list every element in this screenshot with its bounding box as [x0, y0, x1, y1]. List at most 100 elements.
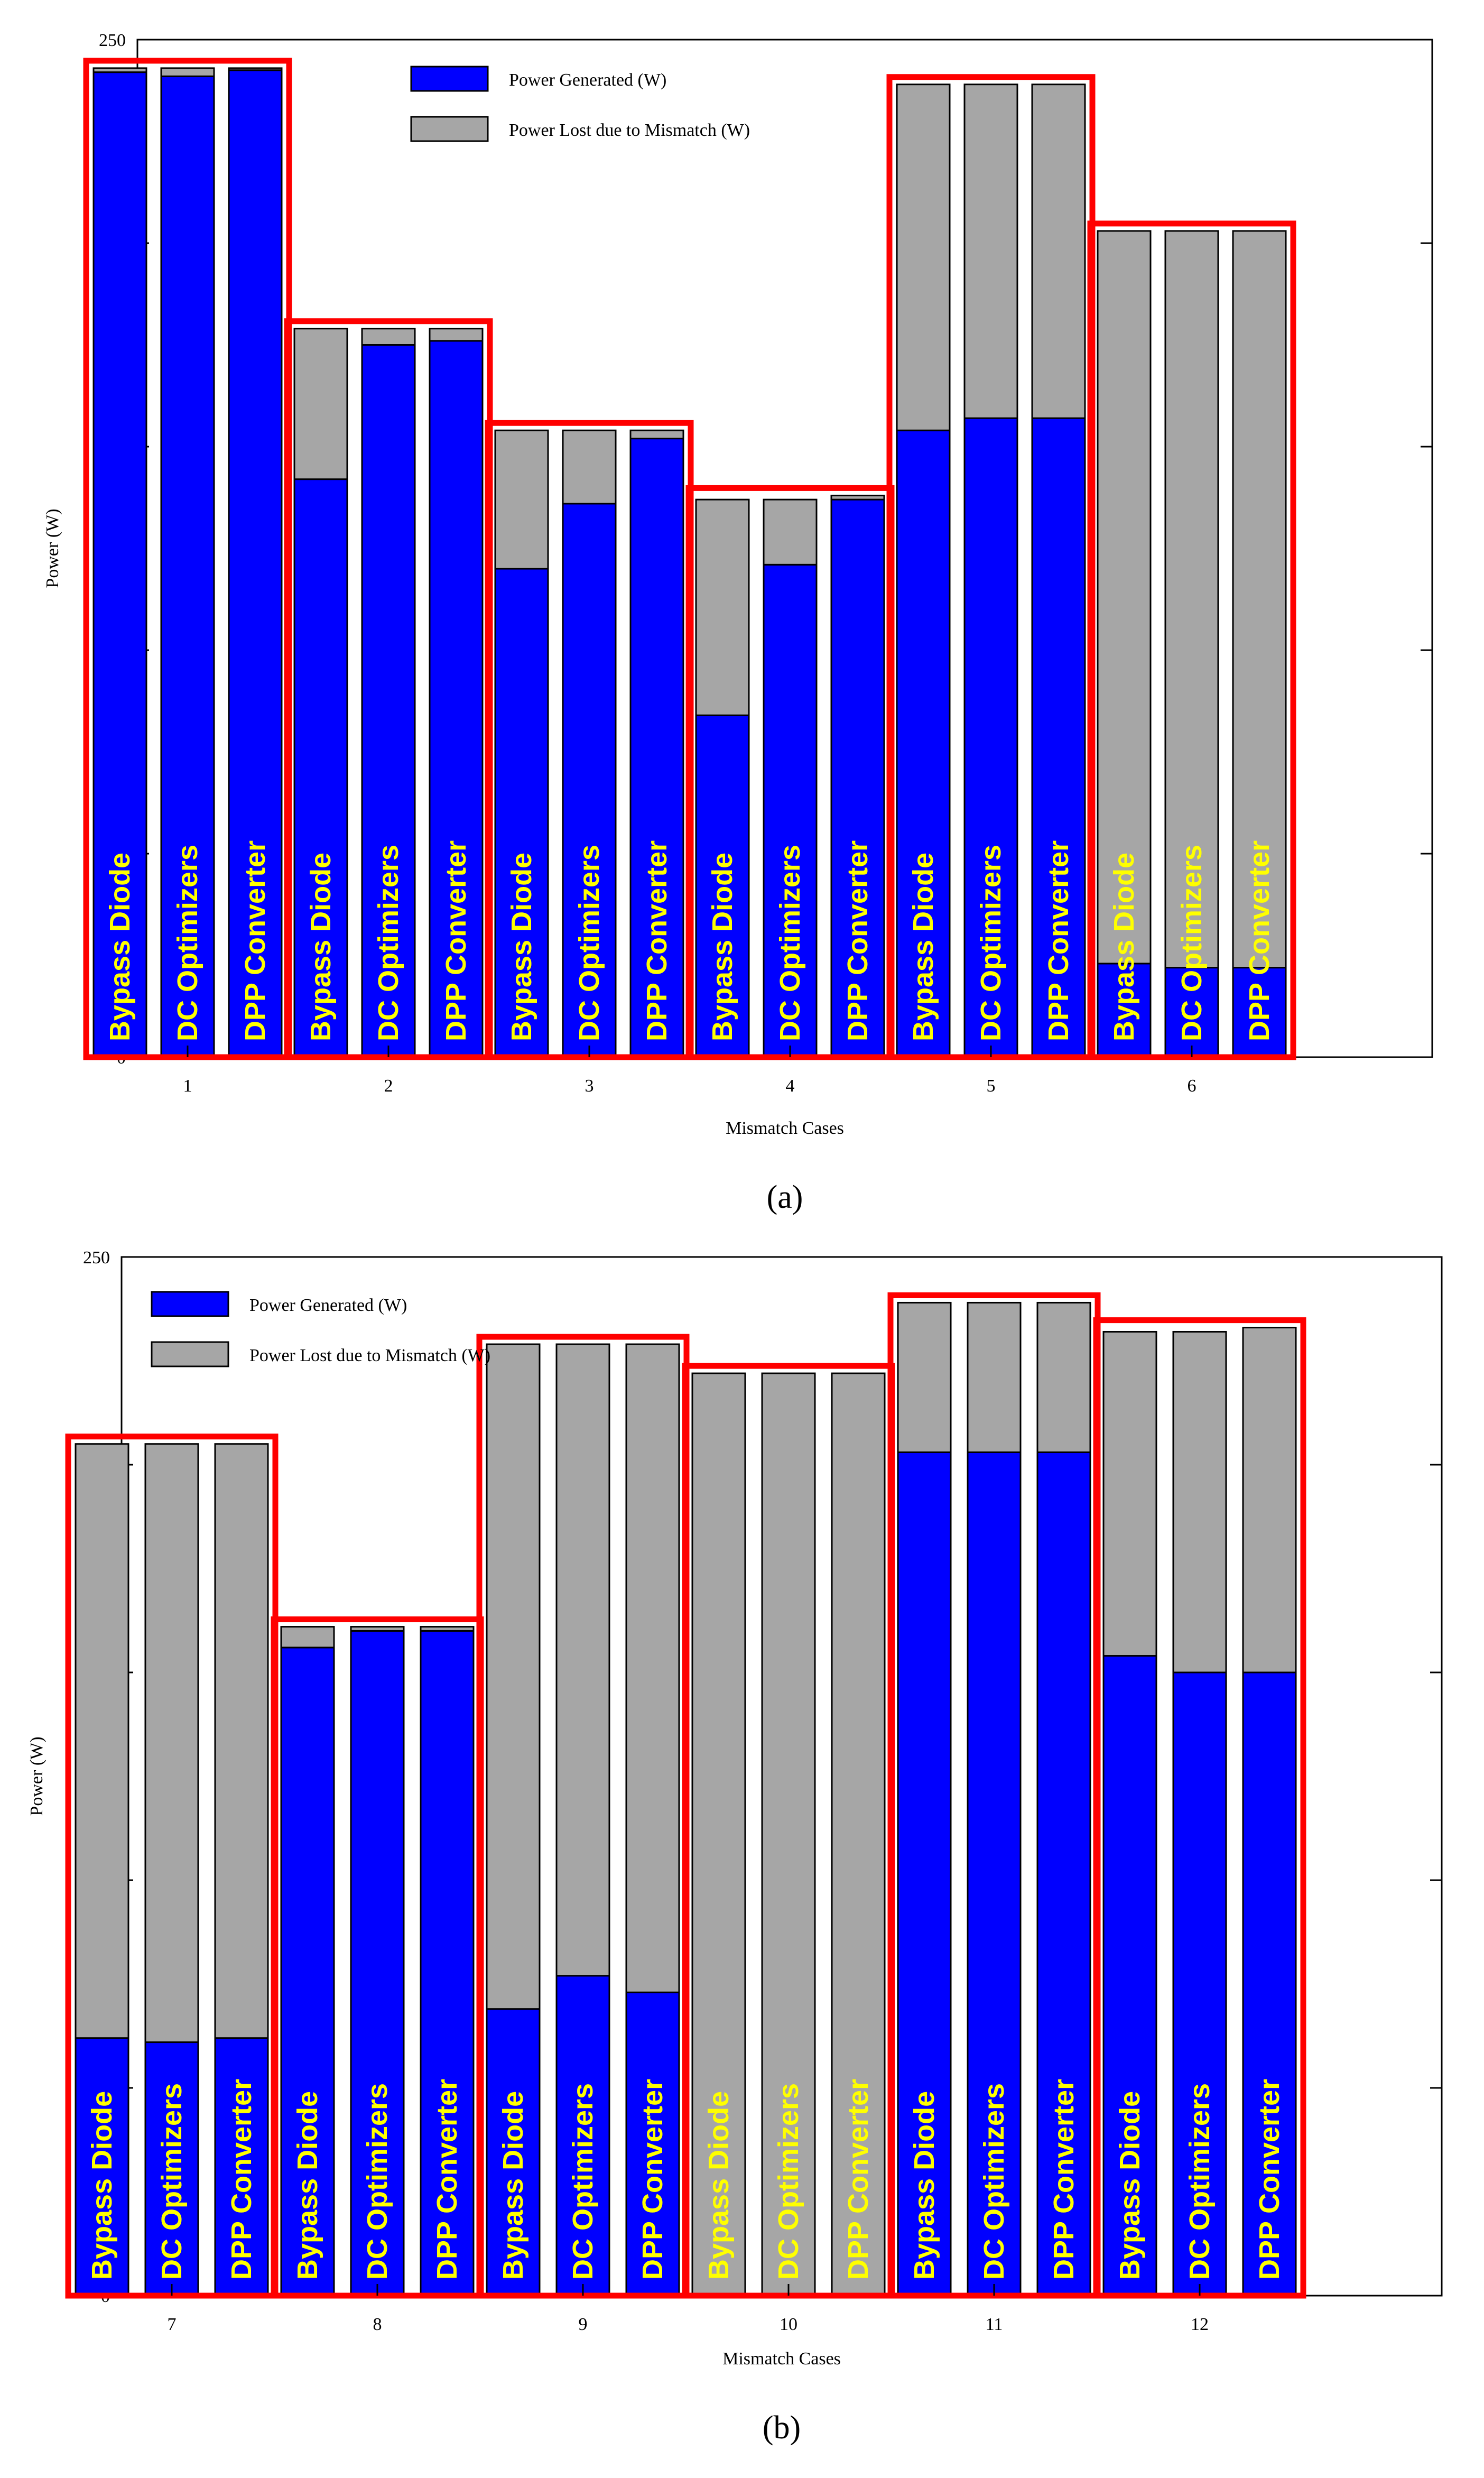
legend: Power Generated (W) Power Lost due to Mis… — [151, 1291, 490, 1367]
bar-label: DC Optimizers — [361, 2083, 393, 2280]
panel-caption: (b) — [763, 2410, 801, 2446]
bar-power-generated — [562, 503, 617, 1058]
bar-label: DPP Converter — [1043, 840, 1074, 1041]
bar-power-lost — [831, 1372, 886, 2297]
bar-power-lost — [293, 328, 348, 480]
legend-swatch-lost — [151, 1341, 229, 1367]
bar-label: DC Optimizers — [573, 845, 605, 1041]
bar-label: DPP Converter — [1254, 2079, 1285, 2280]
bar-label: DC Optimizers — [773, 2083, 804, 2280]
bar-power-lost — [75, 1443, 129, 2039]
x-tick-label: 7 — [168, 2315, 177, 2334]
bar-power-lost — [350, 1626, 405, 1632]
bar-power-lost — [897, 1301, 952, 1453]
bar-power-generated — [280, 1647, 335, 2297]
bar-power-lost — [1172, 1330, 1227, 1673]
bar-power-lost — [361, 328, 416, 346]
bar-label: Bypass Diode — [703, 2091, 735, 2280]
bar-label: Bypass Diode — [86, 2091, 118, 2280]
bar-power-lost — [1102, 1330, 1157, 1657]
bar-power-generated — [1031, 417, 1086, 1058]
bar-power-lost — [629, 429, 684, 440]
bar-power-generated — [555, 1975, 610, 2297]
bar-label: DC Optimizers — [567, 2083, 599, 2280]
x-tick-label: 12 — [1191, 2315, 1209, 2334]
bar-power-generated — [1102, 1655, 1157, 2297]
x-tick-label: 2 — [384, 1076, 393, 1096]
x-tick-label: 6 — [1188, 1076, 1197, 1096]
legend-swatch-generated — [410, 66, 489, 92]
bar-label: DC Optimizers — [172, 845, 203, 1041]
legend-label: Power Generated (W) — [249, 1296, 407, 1315]
x-tick-label: 10 — [780, 2315, 797, 2334]
bar-power-generated — [963, 417, 1018, 1058]
bar-label: DC Optimizers — [373, 845, 404, 1041]
x-tick-label: 3 — [585, 1076, 594, 1096]
bar-power-generated — [228, 69, 283, 1058]
bar-label: DPP Converter — [842, 840, 874, 1041]
bar-power-lost — [1164, 230, 1219, 969]
bar-power-generated — [92, 71, 147, 1058]
bar-label: Bypass Diode — [506, 853, 537, 1041]
bar-label: DC Optimizers — [978, 2083, 1010, 2280]
bar-power-lost — [214, 1443, 269, 2039]
bar-power-lost — [562, 429, 617, 505]
bar-label: DPP Converter — [440, 840, 472, 1041]
bar-label: DPP Converter — [641, 840, 673, 1041]
bar-label: Bypass Diode — [104, 853, 136, 1041]
x-axis-label: Mismatch Cases — [722, 2349, 841, 2369]
bar-power-generated — [494, 568, 549, 1058]
legend-label: Power Generated (W) — [509, 70, 666, 90]
bar-power-lost — [830, 494, 885, 501]
bar-power-generated — [420, 1630, 475, 2297]
bar-label: Bypass Diode — [1108, 853, 1140, 1041]
bar-label: DPP Converter — [637, 2079, 669, 2280]
bar-power-generated — [429, 340, 484, 1058]
bar-power-generated — [1232, 967, 1287, 1058]
bar-power-lost — [625, 1343, 680, 1993]
bar-label: Bypass Diode — [305, 853, 337, 1041]
bar-power-lost — [144, 1443, 199, 2044]
bar-label: Bypass Diode — [497, 2091, 529, 2280]
bar-label: DPP Converter — [1244, 840, 1275, 1041]
bar-power-lost — [1097, 230, 1152, 965]
bar-power-lost — [1036, 1301, 1091, 1453]
bar-power-generated — [350, 1630, 405, 2297]
bar-label: DPP Converter — [226, 2079, 257, 2280]
bar-label: DC Optimizers — [156, 2083, 188, 2280]
bar-power-lost — [967, 1301, 1022, 1453]
bar-label: DC Optimizers — [1184, 2083, 1216, 2280]
bar-label: Bypass Diode — [707, 853, 738, 1041]
bar-power-lost — [763, 498, 818, 566]
bar-power-lost — [555, 1343, 610, 1977]
y-axis-label: Power (W) — [27, 1736, 47, 1816]
bar-label: Bypass Diode — [292, 2091, 323, 2280]
bar-power-lost — [429, 328, 484, 342]
bar-power-lost — [1031, 84, 1086, 419]
bar-power-generated — [1164, 967, 1219, 1058]
bar-label: DC Optimizers — [975, 845, 1007, 1041]
legend-swatch-generated — [151, 1291, 229, 1317]
x-tick-label: 9 — [579, 2315, 588, 2334]
bar-power-lost — [1232, 230, 1287, 969]
bar-label: Bypass Diode — [908, 2091, 940, 2280]
bar-label: DPP Converter — [431, 2079, 463, 2280]
bar-power-lost — [228, 67, 283, 71]
y-axis-label: Power (W) — [43, 508, 62, 588]
legend-label: Power Lost due to Mismatch (W) — [249, 1346, 490, 1365]
x-tick-label: 1 — [183, 1076, 192, 1096]
bar-power-lost — [280, 1626, 335, 1649]
x-tick-label: 11 — [986, 2315, 1003, 2334]
bar-label: Bypass Diode — [907, 853, 939, 1041]
bar-power-lost — [494, 429, 549, 570]
bar-power-lost — [486, 1343, 541, 2010]
bar-power-generated — [486, 2008, 541, 2297]
bar-power-generated — [1242, 1671, 1297, 2297]
bar-power-generated — [763, 563, 818, 1058]
bar-label: DC Optimizers — [774, 845, 806, 1041]
bar-power-generated — [160, 75, 215, 1058]
bar-power-generated — [1097, 963, 1152, 1058]
bar-power-lost — [896, 84, 951, 431]
